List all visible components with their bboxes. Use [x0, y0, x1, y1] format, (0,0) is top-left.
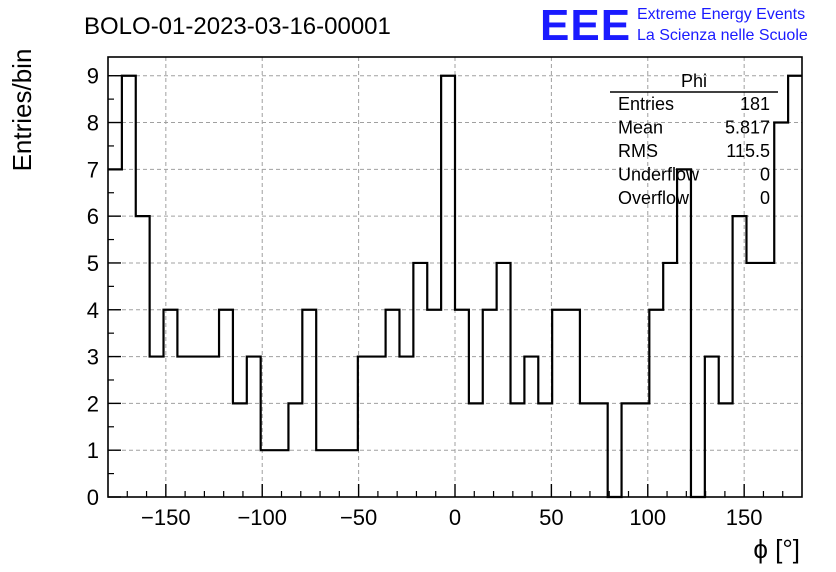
y-tick-label: 5	[87, 251, 99, 276]
y-tick-label: 2	[87, 391, 99, 416]
histogram-series	[108, 74, 802, 499]
stats-title: Phi	[681, 71, 707, 91]
eee-logo-mark: EEE	[540, 1, 631, 50]
stats-value: 181	[740, 94, 770, 114]
y-tick-label: 6	[87, 204, 99, 229]
y-axis-label: Entries/bin	[7, 49, 37, 172]
stats-value: 5.817	[725, 118, 770, 138]
stats-box: Phi Entries 181 Mean 5.817 RMS 115.5 Underflow…	[610, 71, 778, 208]
x-axis: −150 −100 −50 0 50 100 150	[126, 484, 784, 530]
x-tick-label: −100	[237, 505, 287, 530]
x-tick-label: 50	[539, 505, 563, 530]
y-tick-label: 3	[87, 345, 99, 370]
x-tick-label: −50	[340, 505, 377, 530]
stats-label: Mean	[618, 118, 663, 138]
x-tick-label: 0	[449, 505, 461, 530]
x-axis-label: ϕ [°]	[753, 534, 800, 564]
y-tick-label: 1	[87, 438, 99, 463]
eee-logo-line2: La Scienza nelle Scuole	[637, 27, 808, 44]
y-tick-label: 0	[87, 485, 99, 510]
eee-logo-line1: Extreme Energy Events	[637, 6, 805, 23]
y-tick-label: 4	[87, 298, 99, 323]
stats-label: Underflow	[618, 165, 700, 185]
x-tick-label: 100	[629, 505, 666, 530]
x-tick-label: −150	[141, 505, 191, 530]
stats-value: 0	[760, 188, 770, 208]
y-tick-label: 7	[87, 157, 99, 182]
y-axis: 0 1 2 3 4 5 6 7 8 9	[87, 64, 121, 510]
stats-label: Overflow	[618, 188, 690, 208]
stats-label: RMS	[618, 141, 658, 161]
stats-value: 115.5	[726, 141, 770, 161]
chart-title: BOLO-01-2023-03-16-00001	[84, 13, 391, 40]
x-tick-label: 150	[726, 505, 763, 530]
y-tick-label: 8	[87, 111, 99, 136]
y-tick-label: 9	[87, 64, 99, 89]
eee-logo: EEE Extreme Energy Events La Scienza nel…	[540, 1, 808, 50]
stats-label: Entries	[618, 94, 674, 114]
stats-value: 0	[760, 165, 770, 185]
